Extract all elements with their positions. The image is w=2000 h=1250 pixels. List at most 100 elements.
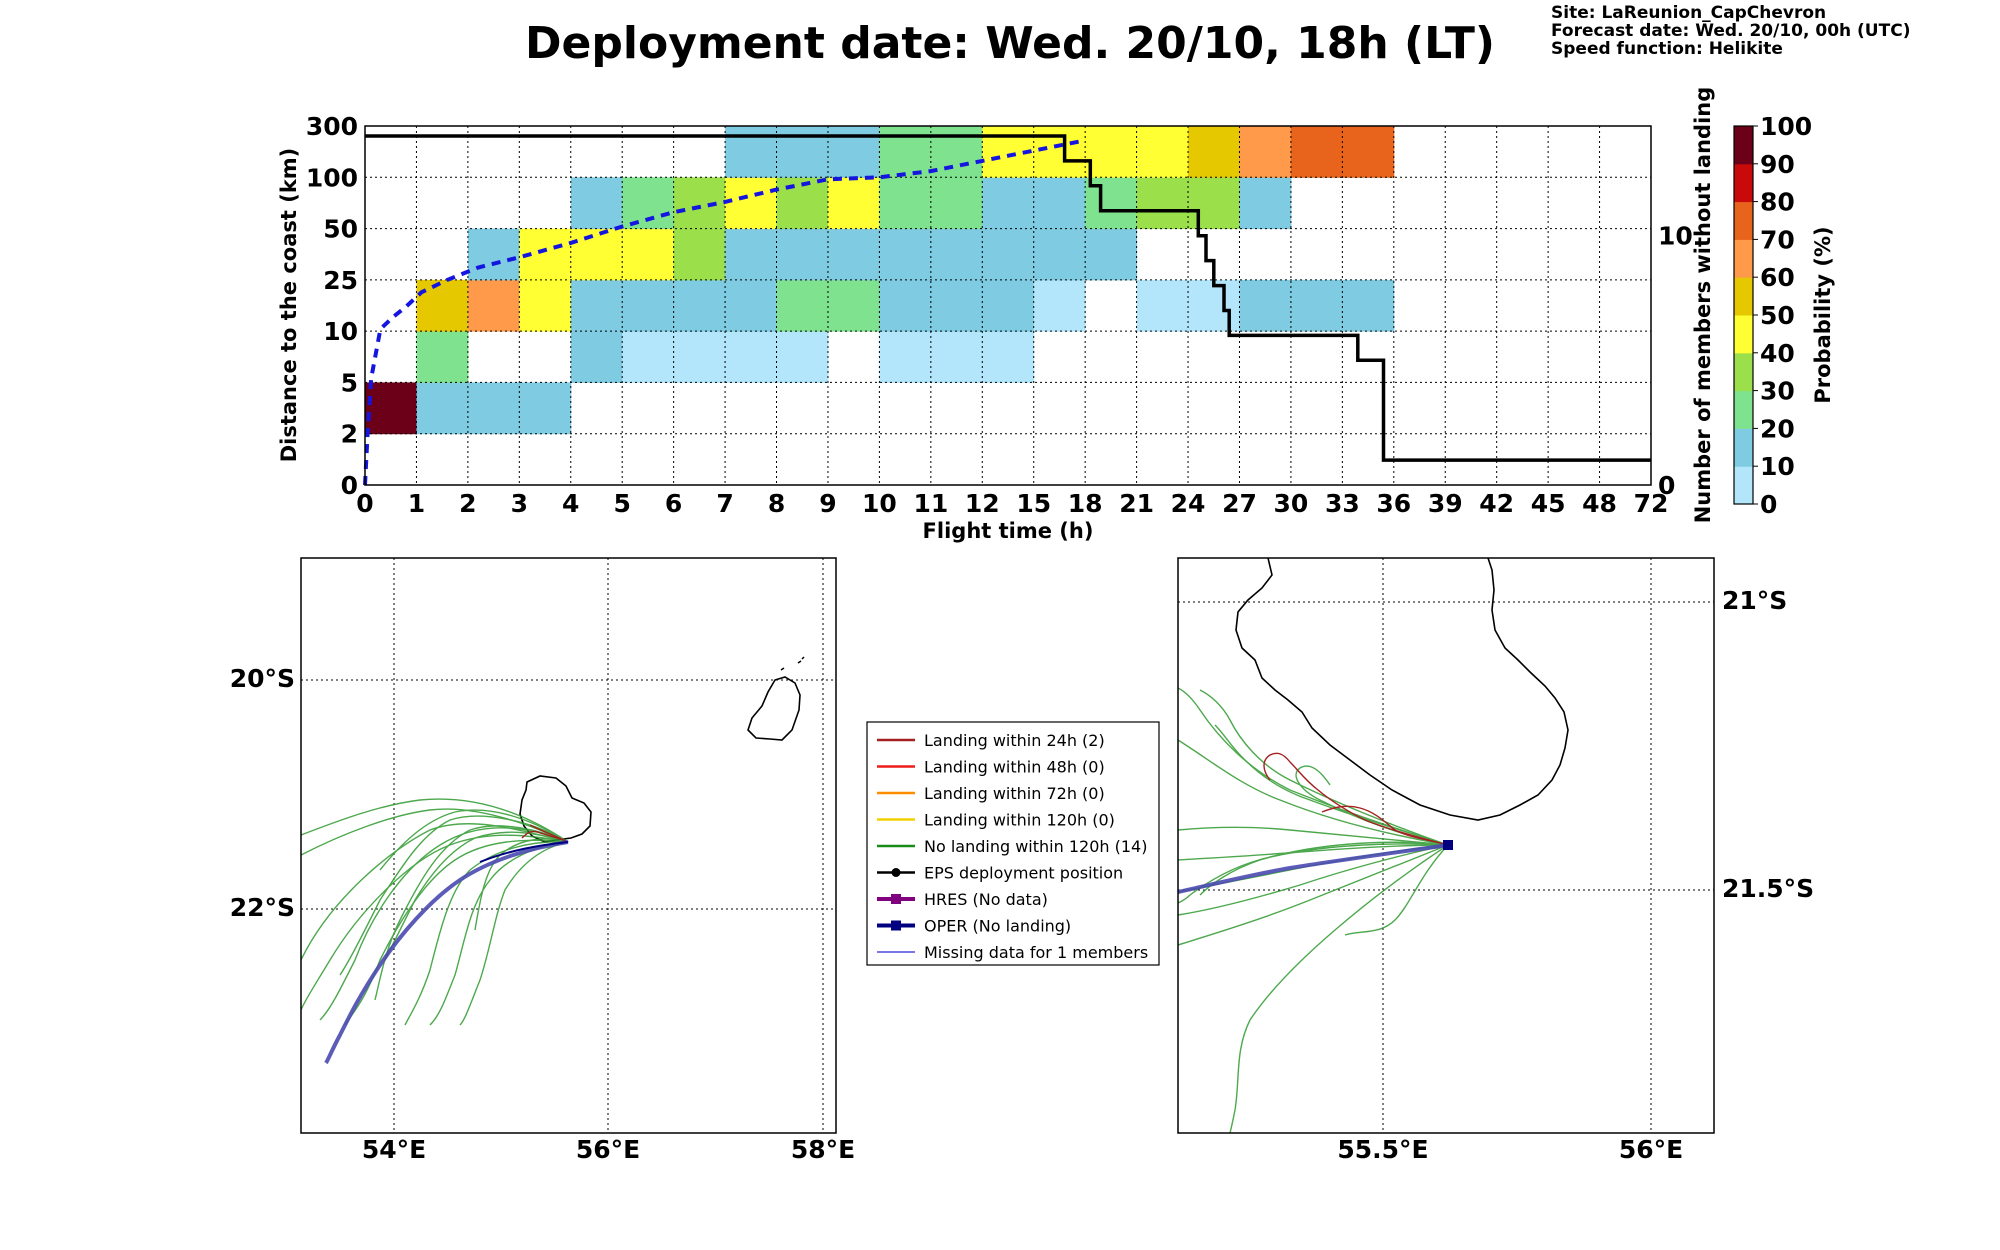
right-y-tick-label: 10 — [1658, 222, 1693, 251]
heatmap-cell — [725, 331, 778, 383]
heatmap-cell — [1188, 279, 1240, 332]
site-label: Site: LaReunion_CapChevron — [1551, 3, 1826, 23]
heatmap-cell — [879, 279, 932, 332]
heatmap-cell — [570, 331, 623, 383]
right-y-tick-label: 0 — [1658, 471, 1675, 500]
mauritius-coastline — [747, 676, 801, 741]
islet — [797, 656, 805, 664]
heatmap-cell — [467, 279, 520, 332]
heatmap-cell — [1188, 126, 1240, 178]
heatmap-cell — [622, 279, 675, 332]
heatmap-cell — [673, 228, 726, 281]
x-tick-label: 3 — [511, 489, 528, 518]
map-left-lon-label: 56°E — [576, 1135, 640, 1164]
colorbar-swatch — [1734, 239, 1753, 278]
heatmap-cell — [879, 126, 932, 178]
colorbar-label: Probability (%) — [1811, 226, 1835, 403]
x-tick-label: 45 — [1531, 489, 1566, 518]
x-tick-labels: 0 1 2 3 4 5 6 7 8 9 10 11 12 15 18 21 24 27 30 33 36 39 42 45 48… — [356, 489, 1668, 518]
heatmap-cell — [930, 279, 983, 332]
heatmap-cell — [982, 279, 1035, 332]
heatmap-cell — [930, 177, 983, 230]
x-tick-label: 72 — [1634, 489, 1669, 518]
heatmap-cell — [982, 331, 1035, 383]
legend-marker — [891, 894, 901, 904]
x-tick-label: 7 — [716, 489, 733, 518]
x-tick-label: 24 — [1171, 489, 1206, 518]
x-tick-label: 8 — [768, 489, 785, 518]
heatmap-cell — [725, 228, 778, 281]
x-tick-label: 11 — [913, 489, 948, 518]
median-distance-line — [363, 138, 1086, 486]
heatmap-cell — [725, 126, 778, 178]
x-tick-label: 42 — [1479, 489, 1514, 518]
x-tick-label: 4 — [562, 489, 579, 518]
heatmap-cell — [725, 279, 778, 332]
heatmap-frame — [364, 125, 1652, 486]
map-right: 55.5°E 56°E 21°S 21.5°S — [1177, 557, 1814, 1164]
heatmap-cell — [879, 228, 932, 281]
legend-frame — [866, 721, 1160, 966]
map-right-lat-label: 21.5°S — [1722, 874, 1814, 903]
heatmap-cells — [365, 126, 1395, 435]
heatmap-cell — [570, 279, 623, 332]
landing-trajectories — [521, 824, 569, 843]
heatmap-cell — [827, 279, 880, 332]
x-tick-label: 1 — [408, 489, 425, 518]
heatmap-cell — [776, 279, 829, 332]
heatmap-cell — [1342, 279, 1395, 332]
reunion-coastline — [519, 775, 592, 843]
oper-trajectory-zoom — [1178, 843, 1449, 894]
colorbar-tick-label: 70 — [1760, 225, 1795, 254]
heatmap-cell — [827, 228, 880, 281]
heatmap-cell — [570, 228, 623, 281]
heatmap-cell — [673, 331, 726, 383]
legend-label: Landing within 120h (0) — [924, 811, 1115, 830]
reunion-coastline-zoom — [1235, 558, 1569, 821]
heatmap-cell — [673, 279, 726, 332]
x-tick-label: 30 — [1274, 489, 1309, 518]
legend-label: HRES (No data) — [924, 890, 1048, 909]
heatmap-cell — [416, 382, 469, 435]
heatmap-cell — [1033, 126, 1086, 178]
heatmap-cell — [1033, 279, 1086, 332]
heatmap-cell — [1033, 228, 1086, 281]
heatmap-cell — [776, 126, 829, 178]
heatmap-cell — [622, 331, 675, 383]
heatmap-cell — [416, 331, 469, 383]
y-tick-label: 100 — [306, 163, 358, 192]
legend-marker — [891, 920, 901, 931]
x-tick-label: 5 — [613, 489, 630, 518]
heatmap-cell — [982, 177, 1035, 230]
colorbar-tick-labels: 0 10 20 30 40 50 60 70 80 90 100 — [1753, 112, 1812, 519]
heatmap-cell — [930, 331, 983, 383]
colorbar-swatch — [1734, 163, 1753, 203]
heatmap-cell — [879, 331, 932, 383]
colorbar-tick-label: 0 — [1760, 490, 1777, 519]
map-right-frame — [1177, 557, 1715, 1134]
heatmap-cell — [776, 228, 829, 281]
colorbar-swatch — [1734, 315, 1753, 354]
speed-function-label: Speed function: Helikite — [1551, 39, 1783, 59]
heatmap-cell — [1188, 177, 1240, 230]
y-axis-label: Distance to the coast (km) — [277, 148, 301, 463]
map-left-frame — [300, 557, 837, 1134]
heatmap-cell — [570, 177, 623, 230]
x-tick-label: 27 — [1222, 489, 1257, 518]
heatmap-cell — [879, 177, 932, 230]
heatmap-cell — [622, 228, 675, 281]
heatmap-cell — [776, 331, 829, 383]
chart-title: Deployment date: Wed. 20/10, 18h (LT) — [525, 18, 1495, 69]
heatmap-cell — [519, 279, 572, 332]
forecast-date-label: Forecast date: Wed. 20/10, 00h (UTC) — [1551, 21, 1910, 41]
heatmap-grid — [365, 126, 1651, 485]
x-tick-label: 33 — [1325, 489, 1360, 518]
y-tick-label: 300 — [306, 112, 358, 141]
legend-label: Landing within 48h (0) — [924, 758, 1105, 777]
heatmap-cell — [827, 177, 880, 230]
heatmap-cell — [930, 228, 983, 281]
heatmap-cell — [827, 126, 880, 178]
heatmap-overlays — [363, 134, 1651, 486]
colorbar-swatch — [1734, 352, 1753, 392]
